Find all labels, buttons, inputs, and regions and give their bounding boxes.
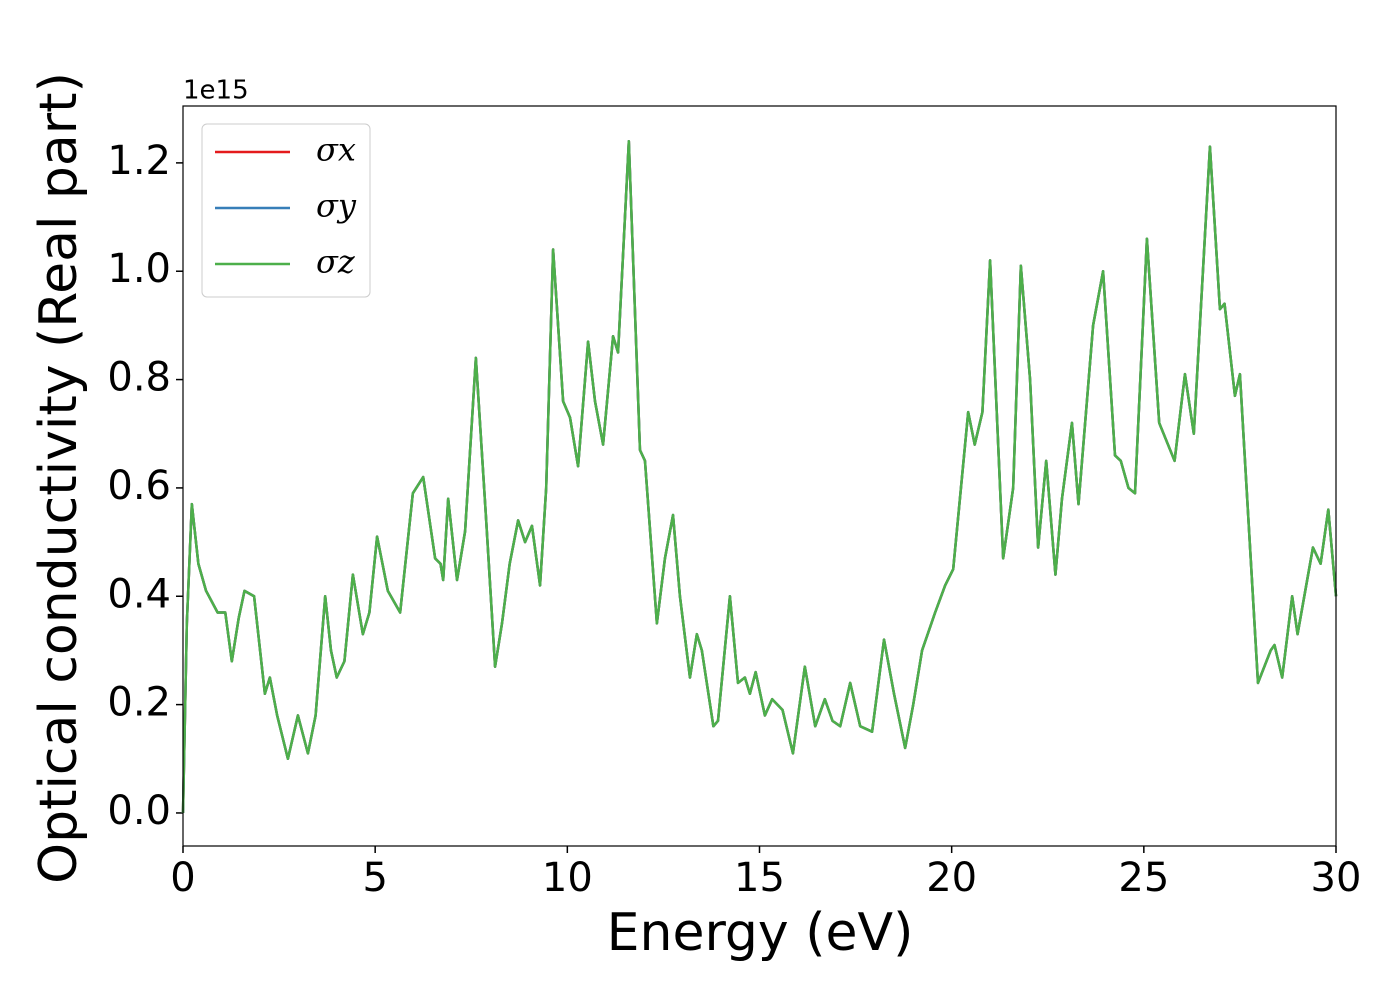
- y-offset-label: 1e15: [183, 76, 249, 106]
- series-line: [181, 139, 1338, 813]
- y-tick-label: 0.4: [107, 571, 171, 617]
- legend-label: σx: [316, 131, 356, 169]
- y-tick-label: 0.6: [107, 463, 171, 509]
- legend-box: [201, 123, 371, 298]
- x-tick-label: 10: [542, 855, 593, 901]
- x-tick-label: 20: [926, 855, 977, 901]
- y-axis-label: Optical conductivity (Real part): [29, 72, 89, 884]
- y-tick-label: 0.2: [107, 680, 171, 726]
- legend-label: σy: [316, 187, 357, 225]
- x-tick-label: 5: [362, 855, 387, 901]
- x-tick-label: 25: [1118, 855, 1169, 901]
- y-tick-label: 0.0: [107, 788, 171, 834]
- y-tick-label: 0.8: [107, 355, 171, 401]
- y-tick-label: 1.2: [107, 138, 171, 184]
- x-tick-label: 30: [1311, 855, 1362, 901]
- y-tick-label: 1.0: [107, 246, 171, 292]
- x-tick-label: 15: [734, 855, 785, 901]
- x-tick-label: 0: [170, 855, 195, 901]
- plot-frame: [182, 105, 1337, 847]
- legend-label: σz: [316, 243, 356, 281]
- x-axis-label: Energy (eV): [607, 903, 914, 963]
